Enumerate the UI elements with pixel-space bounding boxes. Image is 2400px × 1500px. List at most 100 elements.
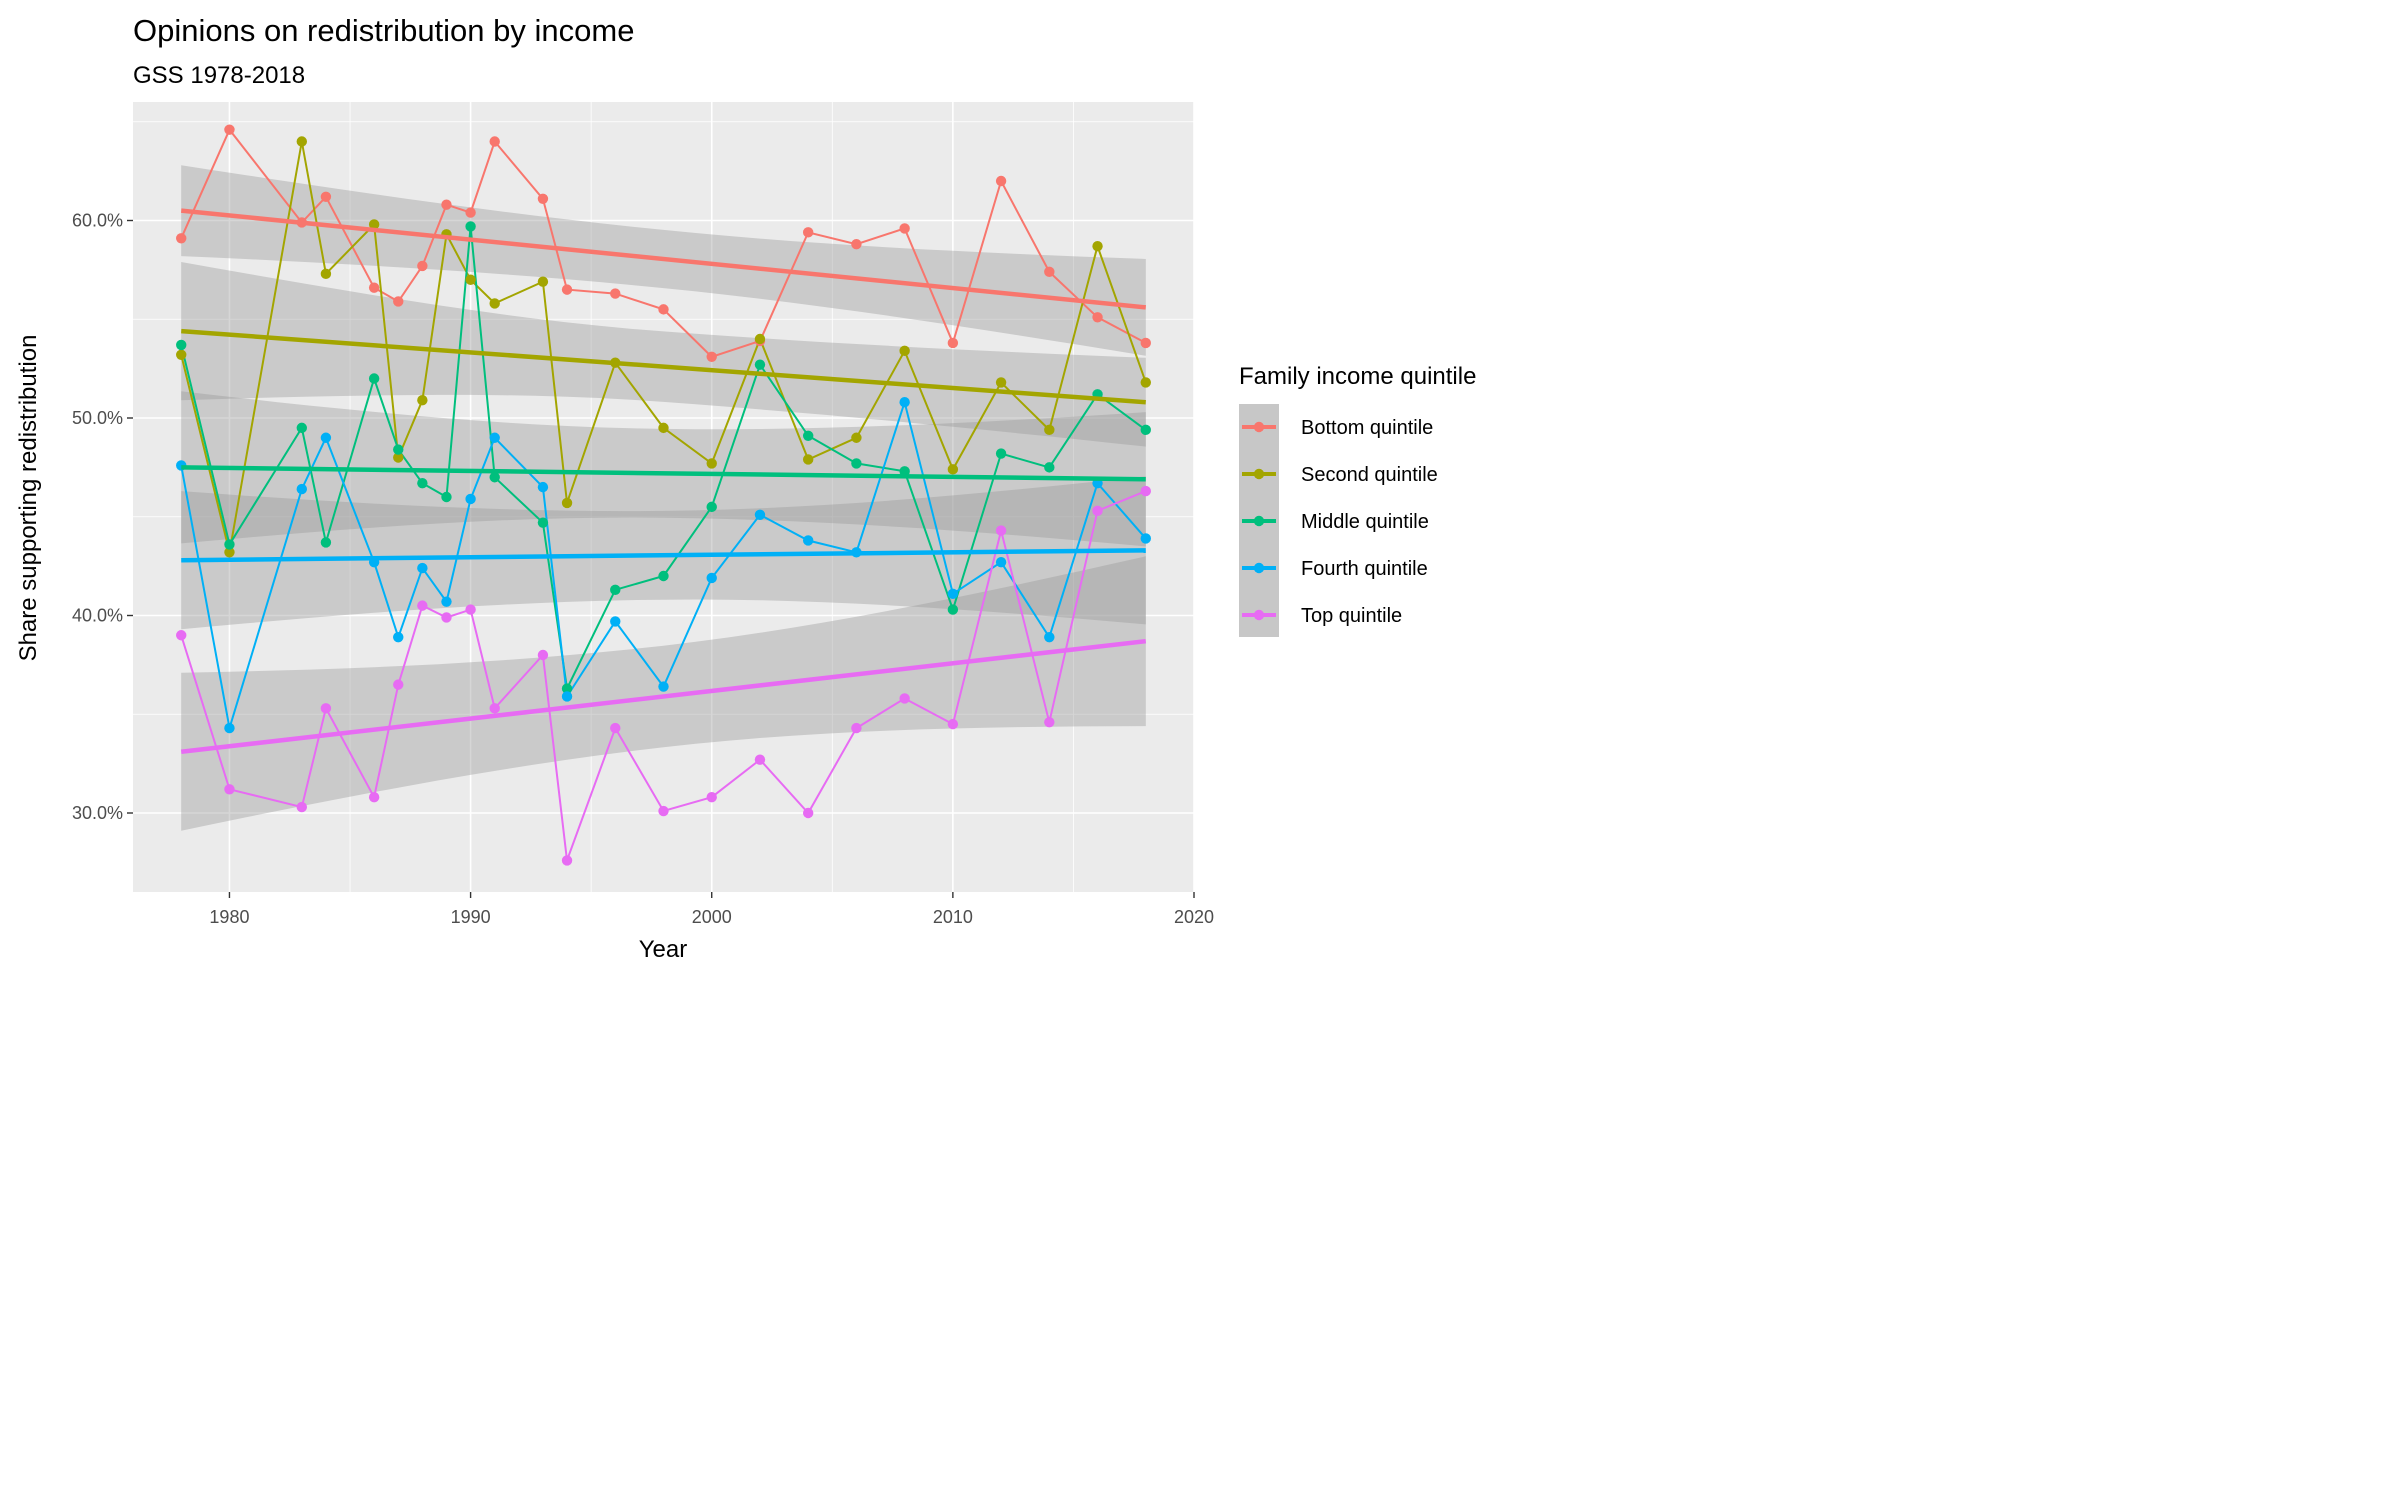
data-point-middle-quintile (1140, 424, 1151, 436)
data-point-top-quintile (995, 525, 1007, 536)
data-point-middle-quintile (537, 517, 549, 528)
data-point-fourth-quintile (296, 483, 307, 495)
legend-label-second-quintile: Second quintile (1301, 464, 1438, 486)
data-point-second-quintile (1044, 424, 1055, 436)
data-point-middle-quintile (176, 339, 187, 351)
data-point-fourth-quintile (320, 432, 332, 443)
data-point-bottom-quintile (802, 227, 814, 238)
data-point-middle-quintile (610, 584, 621, 596)
data-point-bottom-quintile (995, 175, 1007, 187)
data-point-bottom-quintile (224, 124, 235, 135)
x-tick-label: 1990 (451, 907, 491, 927)
trend-line-middle-quintile (181, 465, 1146, 482)
data-point-top-quintile (1140, 485, 1151, 497)
chart-subtitle: GSS 1978-2018 (133, 62, 305, 89)
data-point-fourth-quintile (441, 596, 452, 607)
data-point-middle-quintile (393, 444, 404, 455)
data-point-middle-quintile (417, 477, 428, 489)
data-point-second-quintile (802, 454, 814, 465)
legend-point-top-quintile (1253, 609, 1265, 621)
data-point-fourth-quintile (947, 588, 959, 599)
data-point-top-quintile (1044, 716, 1055, 728)
data-point-middle-quintile (802, 430, 814, 441)
data-point-fourth-quintile (1044, 632, 1055, 643)
data-point-bottom-quintile (947, 337, 959, 349)
series-points (176, 124, 1151, 866)
x-tick-label: 2000 (692, 907, 732, 927)
data-point-second-quintile (537, 276, 549, 287)
data-point-bottom-quintile (1044, 266, 1055, 278)
data-point-top-quintile (441, 612, 452, 623)
data-point-bottom-quintile (441, 199, 452, 210)
data-point-middle-quintile (368, 373, 380, 384)
data-point-bottom-quintile (658, 304, 669, 315)
confidence-band-middle-quintile (181, 391, 1146, 547)
data-point-fourth-quintile (1140, 533, 1151, 544)
x-tick-label: 2020 (1174, 907, 1214, 927)
legend-point-fourth-quintile (1253, 562, 1265, 574)
data-point-top-quintile (610, 722, 621, 734)
data-point-bottom-quintile (706, 351, 717, 362)
data-point-top-quintile (851, 722, 862, 734)
data-point-fourth-quintile (802, 535, 814, 546)
plot-panel (133, 102, 1194, 892)
data-point-middle-quintile (465, 221, 476, 232)
x-tick-label: 2010 (933, 907, 973, 927)
data-point-bottom-quintile (561, 284, 573, 295)
data-point-fourth-quintile (706, 572, 717, 584)
data-point-top-quintile (706, 792, 717, 803)
data-point-second-quintile (1092, 240, 1103, 252)
data-point-middle-quintile (706, 501, 717, 513)
data-point-fourth-quintile (224, 722, 235, 734)
x-axis-title: Year (639, 936, 688, 963)
data-point-bottom-quintile (489, 136, 500, 147)
data-point-middle-quintile (1044, 462, 1055, 473)
series-lines (180, 127, 1147, 861)
data-point-second-quintile (995, 377, 1007, 388)
series-line-second-quintile (180, 141, 1147, 553)
legend-title: Family income quintile (1239, 363, 1476, 390)
data-point-top-quintile (658, 805, 669, 817)
data-point-bottom-quintile (320, 191, 332, 202)
data-point-middle-quintile (658, 570, 669, 582)
data-point-top-quintile (537, 649, 549, 661)
data-point-top-quintile (320, 703, 332, 714)
data-point-fourth-quintile (610, 616, 621, 627)
data-point-fourth-quintile (995, 556, 1007, 568)
data-point-middle-quintile (899, 466, 910, 477)
data-point-bottom-quintile (393, 296, 404, 307)
legend-point-second-quintile (1253, 468, 1265, 480)
data-point-middle-quintile (296, 422, 307, 434)
data-point-bottom-quintile (899, 223, 910, 234)
data-point-bottom-quintile (1140, 337, 1151, 349)
data-point-middle-quintile (320, 537, 332, 548)
confidence-band-fourth-quintile (181, 476, 1146, 630)
legend-point-bottom-quintile (1253, 421, 1265, 433)
y-tick-label: 50.0% (72, 408, 123, 428)
data-point-bottom-quintile (368, 282, 380, 293)
data-point-second-quintile (899, 345, 910, 357)
data-point-fourth-quintile (489, 432, 500, 443)
line-chart: Opinions on redistribution by income GSS… (15, 13, 1476, 963)
data-point-bottom-quintile (176, 233, 187, 244)
axis-ticks: 1980 1990 2000 2010 2020 30.0% 40.0% 50.0% 60.0% (72, 211, 1214, 928)
data-point-top-quintile (1092, 505, 1103, 517)
data-point-bottom-quintile (537, 193, 549, 204)
y-tick-label: 30.0% (72, 803, 123, 823)
data-point-top-quintile (489, 703, 500, 714)
legend-label-bottom-quintile: Bottom quintile (1301, 417, 1433, 439)
legend-label-fourth-quintile: Fourth quintile (1301, 558, 1428, 580)
data-point-second-quintile (754, 333, 766, 345)
data-point-fourth-quintile (899, 397, 910, 408)
data-point-top-quintile (899, 693, 910, 704)
confidence-band-top-quintile (181, 556, 1146, 831)
y-tick-label: 40.0% (72, 606, 123, 626)
data-point-fourth-quintile (537, 481, 549, 493)
data-point-second-quintile (851, 432, 862, 443)
data-point-middle-quintile (947, 604, 959, 615)
legend-label-top-quintile: Top quintile (1301, 605, 1402, 627)
data-point-bottom-quintile (1092, 312, 1103, 323)
data-point-bottom-quintile (465, 207, 476, 218)
data-point-middle-quintile (995, 448, 1007, 459)
data-point-top-quintile (296, 801, 307, 813)
